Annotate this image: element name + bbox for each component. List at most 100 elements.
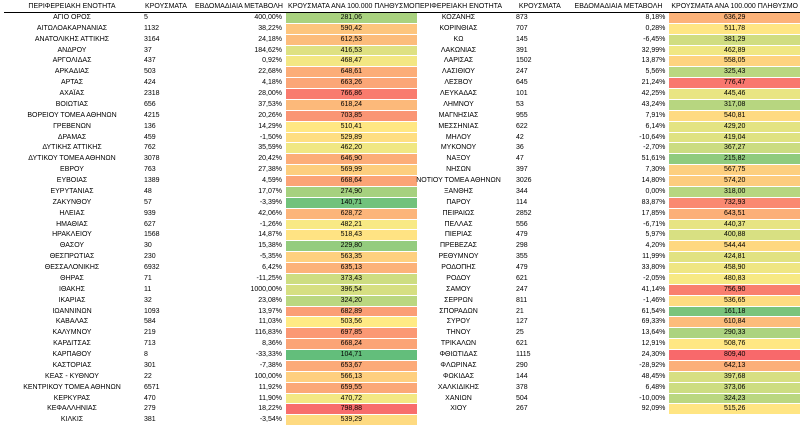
region-cell: ΤΗΝΟΥ — [446, 329, 471, 337]
weekly-change-cell: -3,39% — [259, 198, 282, 206]
table-row: ΗΡΑΚΛΕΙΟΥ 1568 14,87% 518,43 — [4, 229, 417, 242]
region-cell: ΕΥΡΥΤΑΝΙΑΣ — [50, 187, 94, 195]
weekly-change-cell: 8,18% — [645, 14, 666, 22]
rate-cell: 540,81 — [669, 110, 800, 122]
table-row: ΕΥΒΟΙΑΣ 1389 4,59% 668,64 — [4, 175, 417, 187]
rate-cell: 511,78 — [669, 23, 800, 35]
cases-cell: 53 — [515, 100, 524, 108]
region-cell: ΠΙΕΡΙΑΣ — [444, 231, 473, 239]
rate-cell: 574,20 — [669, 175, 800, 187]
table-row: ΝΑΞΟΥ 47 51,61% 215,82 — [405, 153, 800, 166]
table-row: ΡΟΔΟΠΗΣ 479 33,80% 458,90 — [405, 262, 800, 274]
table-row: ΡΕΘΥΜΝΟΥ 355 11,99% 424,81 — [405, 251, 800, 263]
rate-cell: 642,13 — [669, 360, 800, 372]
weekly-change-cell: 83,87% — [641, 198, 666, 206]
weekly-change-cell: 35,59% — [258, 144, 282, 152]
rate-cell: 373,06 — [669, 382, 800, 394]
region-cell: ΦΛΩΡΙΝΑΣ — [440, 361, 477, 369]
weekly-change-cell: 6,14% — [645, 122, 666, 130]
rate-cell: 429,20 — [669, 121, 800, 133]
weekly-change-cell: 100,00% — [254, 372, 282, 380]
cases-cell: 145 — [515, 35, 528, 43]
cases-cell: 247 — [515, 285, 528, 293]
rate-cell: 229,80 — [286, 240, 417, 253]
cases-cell: 1115 — [515, 351, 531, 358]
weekly-change-cell: 0,28% — [645, 24, 666, 32]
region-cell: ΠΕΛΛΑΣ — [444, 220, 473, 228]
weekly-change-cell: 38,22% — [258, 24, 282, 32]
table-row: ΘΗΡΑΣ 71 -11,25% 373,43 — [4, 273, 417, 285]
cases-cell: 470 — [144, 394, 156, 402]
region-cell: ΣΠΟΡΑΔΩΝ — [439, 307, 478, 315]
weekly-change-cell: 13,64% — [641, 329, 666, 337]
weekly-change-cell: 92,09% — [641, 405, 666, 413]
weekly-change-cell: 42,25% — [641, 90, 666, 97]
cases-cell: 713 — [144, 340, 156, 348]
cases-cell: 5 — [144, 14, 148, 22]
rate-cell: 396,54 — [286, 284, 417, 296]
rate-cell: 635,13 — [286, 262, 417, 274]
weekly-change-cell: 12,91% — [641, 340, 666, 348]
table-row: ΣΠΟΡΑΔΩΝ 21 61,54% 161,18 — [405, 306, 800, 318]
cases-cell: 57 — [144, 198, 152, 206]
region-cell: ΧΑΛΚΙΔΙΚΗΣ — [437, 383, 480, 391]
cases-cell: 219 — [144, 329, 156, 337]
rate-cell: 610,84 — [669, 316, 800, 329]
rate-cell: 325,43 — [669, 66, 800, 79]
table-row: ΑΙΤΩΛΟΑΚΑΡΝΑΝΙΑΣ 1132 38,22% 590,42 — [4, 23, 417, 35]
rate-cell: 367,27 — [669, 142, 800, 155]
cases-cell: 479 — [515, 231, 528, 239]
cases-cell: 267 — [515, 405, 528, 413]
cases-cell: 2318 — [144, 90, 160, 97]
cases-cell: 71 — [144, 274, 152, 282]
cases-cell: 955 — [515, 111, 528, 119]
region-cell: ΜΕΣΣΗΝΙΑΣ — [438, 122, 479, 130]
region-cell: ΝΟΤΙΟΥ ΤΟΜΕΑ ΑΘΗΝΩΝ — [416, 177, 501, 184]
table-row: ΠΡΕΒΕΖΑΣ 298 4,20% 544,44 — [405, 240, 800, 253]
regions-table-right: ΠΕΡΙΦΕΡΕΙΑΚΗ ΕΝΟΤΗΤΑ ΚΡΟΥΣΜΑΤΑ ΕΒΔΟΜΑΔΙΑ… — [405, 2, 800, 416]
table-body-right: ΚΟΖΑΝΗΣ 873 8,18% 636,29 ΚΟΡΙΝΘΙΑΣ 707 0,28% 51… — [405, 12, 800, 416]
cases-cell: 247 — [515, 68, 528, 76]
region-cell: ΣΑΜΟΥ — [446, 285, 471, 293]
region-cell: ΛΕΥΚΑΔΑΣ — [439, 90, 477, 97]
header-region: ΠΕΡΙΦΕΡΕΙΑΚΗ ΕΝΟΤΗΤΑ — [4, 2, 140, 13]
spreadsheet: ΠΕΡΙΦΕΡΕΙΑΚΗ ΕΝΟΤΗΤΑ ΚΡΟΥΣΜΑΤΑ ΕΒΔΟΜΑΔΙΑ… — [4, 2, 800, 426]
weekly-change-cell: 69,33% — [641, 318, 666, 326]
rate-cell: 400,88 — [669, 229, 800, 242]
cases-cell: 3164 — [144, 35, 160, 43]
header-row: ΠΕΡΙΦΕΡΕΙΑΚΗ ΕΝΟΤΗΤΑ ΚΡΟΥΣΜΑΤΑ ΕΒΔΟΜΑΔΙΑ… — [4, 2, 417, 13]
table-row: ΒΟΙΩΤΙΑΣ 656 37,53% 618,24 — [4, 99, 417, 111]
rate-cell: 397,68 — [669, 371, 800, 383]
region-cell: ΛΑΡΙΣΑΣ — [443, 57, 474, 65]
rate-cell: 732,93 — [669, 197, 800, 209]
cases-cell: 811 — [515, 296, 528, 304]
weekly-change-cell: 21,24% — [641, 79, 666, 87]
region-cell: ΣΥΡΟΥ — [446, 318, 471, 326]
rate-cell: 381,29 — [669, 34, 800, 46]
weekly-change-cell: 13,87% — [641, 57, 666, 65]
table-row: ΑΡΚΑΔΙΑΣ 503 22,68% 648,61 — [4, 66, 417, 79]
weekly-change-cell: -10,64% — [639, 133, 666, 141]
rate-cell: 215,82 — [669, 153, 800, 166]
cases-cell: 3026 — [515, 177, 532, 184]
weekly-change-cell: 5,56% — [645, 68, 666, 76]
weekly-change-cell: -6,71% — [643, 220, 666, 228]
cases-cell: 873 — [515, 14, 528, 22]
cases-cell: 4215 — [144, 111, 160, 119]
weekly-change-cell: 17,07% — [258, 187, 282, 195]
region-cell: ΚΑΡΠΑΘΟΥ — [52, 351, 92, 358]
weekly-change-cell: -1,46% — [643, 296, 666, 304]
cases-cell: 48 — [144, 187, 152, 195]
region-cell: ΜΗΛΟΥ — [445, 133, 472, 141]
cases-cell: 503 — [144, 68, 156, 76]
region-cell: ΧΑΝΙΩΝ — [445, 394, 472, 402]
table-row: ΑΓΙΟ ΟΡΟΣ 5 400,00% 281,06 — [4, 12, 417, 24]
cases-cell: 136 — [144, 122, 156, 130]
region-cell: ΝΗΣΩΝ — [446, 166, 471, 174]
header-rate: ΚΡΟΥΣΜΑΤΑ ΑΝΑ 100.000 ΠΛΗΘΥΣΜΟ — [669, 2, 800, 13]
region-cell: ΚΟΖΑΝΗΣ — [441, 14, 476, 22]
region-cell: ΦΩΚΙΔΑΣ — [442, 372, 475, 380]
rate-cell: 468,47 — [286, 55, 417, 68]
region-cell: ΑΙΤΩΛΟΑΚΑΡΝΑΝΙΑΣ — [36, 24, 108, 32]
cases-cell: 36 — [515, 144, 524, 152]
